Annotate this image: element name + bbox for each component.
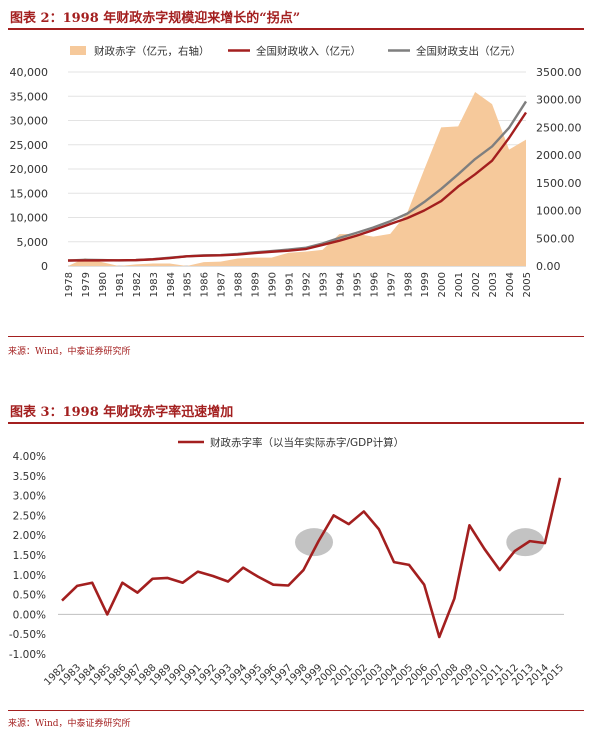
figure2-x-tick: 1981 <box>115 272 126 297</box>
figure3-y-tick: 1.00% <box>13 570 46 582</box>
figure3-y-tick: 2.00% <box>13 530 46 542</box>
figure2-x-tick: 1991 <box>285 272 296 297</box>
figure3-y-tick: 3.00% <box>13 491 46 503</box>
figure2-x-tick: 2002 <box>471 272 482 297</box>
figure2-x-tick: 2001 <box>454 272 465 297</box>
figure2-yleft-tick: 20,000 <box>10 163 49 176</box>
figure2-x-tick: 1983 <box>149 272 160 297</box>
figure2-x-tick: 2004 <box>505 272 516 297</box>
figure3-y-tick: 4.00% <box>13 451 46 463</box>
figure3-source: 来源：Wind，中泰证券研究所 <box>8 719 131 729</box>
figure3-title: 图表 3：1998 年财政赤字率迅速增加 <box>10 405 234 420</box>
figure2-series-deficit-area <box>68 91 526 266</box>
figure2-legend-label: 全国财政收入（亿元） <box>256 45 361 58</box>
figure2-x-tick: 2005 <box>522 272 533 297</box>
figure2-x-tick: 1979 <box>81 272 92 297</box>
figure2-x-tick: 1996 <box>369 272 380 297</box>
figure3-y-tick: 2.50% <box>13 510 46 522</box>
figure2-yleft-tick: 30,000 <box>10 115 49 128</box>
figure2-yright-tick: 2000.00 <box>536 149 582 162</box>
figure2-x-tick: 1988 <box>234 272 245 297</box>
figure2-yright-tick: 3500.00 <box>536 66 582 79</box>
figure2-yleft-tick: 25,000 <box>10 139 49 152</box>
figure3-series-deficit-rate-line <box>61 477 562 639</box>
figure2-x-tick: 1987 <box>217 272 228 297</box>
figure2-yright-tick: 3000.00 <box>536 94 582 107</box>
figure3-header: 图表 3：1998 年财政赤字率迅速增加 <box>8 398 584 424</box>
figure2-yleft-tick: 10,000 <box>10 212 49 225</box>
figure2-x-tick: 1990 <box>268 272 279 297</box>
figure2-yleft-tick: 15,000 <box>10 187 49 200</box>
figure2-x-tick: 1986 <box>200 272 211 297</box>
figure2-x-tick: 2003 <box>488 272 499 297</box>
figure3-y-tick: -1.00% <box>9 649 46 661</box>
figure3-chart: -1.00% -0.50% 0.00% 0.50% 1.00% 1.50% 2.00% 2.5… <box>9 436 566 688</box>
figure2-x-tick: 1992 <box>301 272 312 297</box>
figure2-x-tick: 1989 <box>251 272 262 297</box>
figure2-x-tick: 1999 <box>420 272 431 297</box>
figure2-x-tick: 1980 <box>98 272 109 297</box>
figure3-y-tick: 0.00% <box>13 609 46 621</box>
figure2-yright-tick: 0.00 <box>536 260 561 273</box>
figure2-yleft-tick: 40,000 <box>10 66 49 79</box>
figure3-y-tick: -0.50% <box>9 629 46 641</box>
figure2-yleft-tick: 5,000 <box>17 236 49 249</box>
figure2-yright-tick: 1500.00 <box>536 177 582 190</box>
figure2-yleft-tick: 0 <box>41 260 48 273</box>
figure2-x-tick: 2000 <box>437 272 448 297</box>
figure2-legend-swatch-deficit <box>70 46 86 55</box>
figure2-yright-tick: 500.00 <box>536 232 575 245</box>
figure2-series-revenue-line <box>67 111 527 262</box>
figure2-x-tick: 1993 <box>318 272 329 297</box>
figure2-panel: 图表 2：1998 年财政赤字规模迎来增长的“拐点” <box>8 4 584 30</box>
figure2-x-tick: 1984 <box>166 272 177 297</box>
figure3-y-tick: 3.50% <box>13 471 46 483</box>
figure2-yright-tick: 1000.00 <box>536 205 582 218</box>
figure2-x-tick: 1985 <box>183 272 194 297</box>
figure2-legend-label: 全国财政支出（亿元） <box>416 45 521 58</box>
figure2-x-tick: 1978 <box>64 272 75 297</box>
figure2-x-tick: 1997 <box>386 272 397 297</box>
figure3-legend-label: 财政赤字率（以当年实际赤字/GDP计算） <box>210 436 404 449</box>
figure2-yleft-tick: 35,000 <box>10 90 49 103</box>
figure2-x-tick: 1998 <box>403 272 414 297</box>
figure2-source: 来源：Wind，中泰证券研究所 <box>8 347 131 357</box>
figure2-x-tick: 1982 <box>132 272 143 297</box>
figure3-y-tick: 1.50% <box>13 550 46 562</box>
figure3-panel: 图表 3：1998 年财政赤字率迅速增加 <box>8 398 584 424</box>
figure2-x-tick: 1995 <box>352 272 363 297</box>
figure2-title: 图表 2：1998 年财政赤字规模迎来增长的“拐点” <box>10 11 301 26</box>
figure2-chart: 0 5,000 10,000 15,000 20,000 25,000 30,000 35,0… <box>10 45 582 298</box>
figure2-x-tick: 1994 <box>335 272 346 297</box>
figure2-legend-label: 财政赤字（亿元，右轴） <box>94 45 210 58</box>
figure2-header: 图表 2：1998 年财政赤字规模迎来增长的“拐点” <box>8 4 584 30</box>
figure2-divider <box>8 336 584 337</box>
figure3-divider <box>8 710 584 711</box>
figure2-yright-tick: 2500.00 <box>536 121 582 134</box>
figure3-y-tick: 0.50% <box>13 590 46 602</box>
